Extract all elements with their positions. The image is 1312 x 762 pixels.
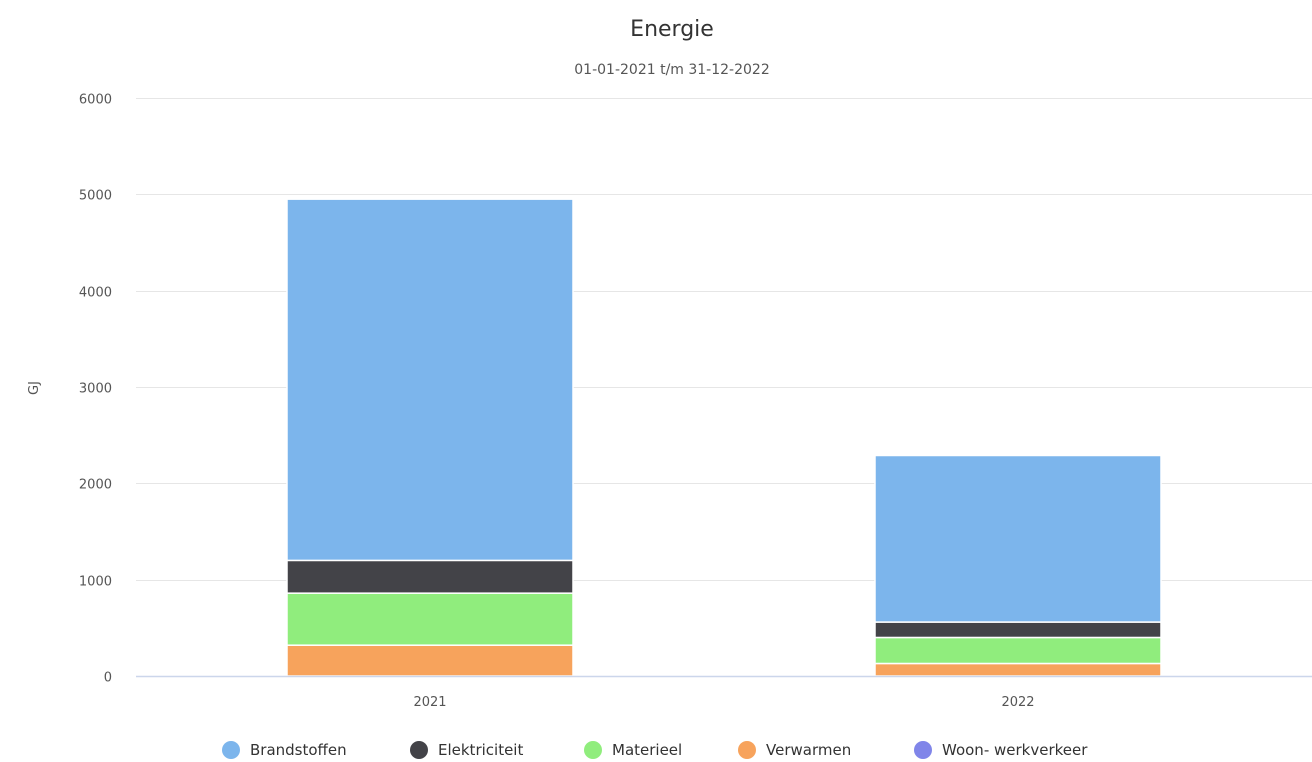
legend-label: Brandstoffen — [250, 741, 347, 759]
bar-verwarmen-2022[interactable] — [875, 663, 1161, 676]
legend-item-materieel[interactable]: Materieel — [584, 741, 682, 759]
legend-marker — [222, 741, 240, 759]
y-tick-label: 2000 — [79, 478, 112, 493]
bar-verwarmen-2021[interactable] — [287, 645, 573, 676]
y-tick-label: 1000 — [79, 575, 112, 590]
legend-marker — [914, 741, 932, 759]
legend-label: Woon- werkverkeer — [942, 741, 1088, 759]
legend-item-woon-werkverkeer[interactable]: Woon- werkverkeer — [914, 741, 1088, 759]
chart-subtitle: 01-01-2021 t/m 31-12-2022 — [574, 62, 769, 78]
y-axis-title: GJ — [27, 381, 42, 395]
bars — [287, 199, 1161, 676]
y-tick-label: 4000 — [79, 286, 112, 301]
bar-materieel-2022[interactable] — [875, 637, 1161, 663]
y-tick-label: 3000 — [79, 382, 112, 397]
legend[interactable]: Brandstoffen Elektriciteit Materieel Verwar… — [222, 741, 1088, 759]
y-axis-ticks: 0 1000 2000 3000 4000 5000 6000 — [79, 93, 112, 686]
bar-woon-werkverkeer-2022[interactable] — [875, 454, 1161, 455]
legend-label: Materieel — [612, 741, 682, 759]
legend-marker — [410, 741, 428, 759]
legend-item-verwarmen[interactable]: Verwarmen — [738, 741, 851, 759]
bar-materieel-2021[interactable] — [287, 593, 573, 645]
bar-elektriciteit-2021[interactable] — [287, 560, 573, 593]
y-tick-label: 6000 — [79, 93, 112, 108]
legend-label: Elektriciteit — [438, 741, 523, 759]
x-tick-label: 2022 — [1001, 695, 1034, 710]
y-tick-label: 0 — [104, 671, 112, 686]
legend-label: Verwarmen — [766, 741, 851, 759]
legend-item-elektriciteit[interactable]: Elektriciteit — [410, 741, 523, 759]
bar-brandstoffen-2021[interactable] — [287, 199, 573, 560]
legend-marker — [738, 741, 756, 759]
legend-marker — [584, 741, 602, 759]
bar-brandstoffen-2022[interactable] — [875, 455, 1161, 622]
y-tick-label: 5000 — [79, 189, 112, 204]
x-tick-label: 2021 — [413, 695, 446, 710]
chart-title: Energie — [630, 17, 714, 42]
legend-item-brandstoffen[interactable]: Brandstoffen — [222, 741, 347, 759]
bar-elektriciteit-2022[interactable] — [875, 622, 1161, 637]
x-axis-ticks: 2021 2022 — [413, 695, 1034, 710]
